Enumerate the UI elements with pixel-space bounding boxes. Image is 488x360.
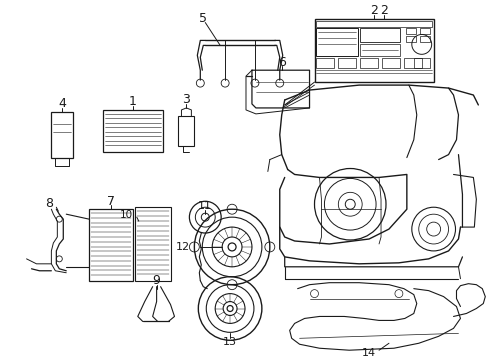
- Text: 8: 8: [45, 197, 53, 210]
- Text: 7: 7: [107, 195, 115, 208]
- Text: 13: 13: [223, 337, 237, 347]
- Bar: [89, 209, 133, 281]
- Bar: [413, 58, 429, 68]
- Text: 11: 11: [198, 201, 212, 211]
- Text: 12: 12: [175, 242, 189, 252]
- Text: 6: 6: [277, 56, 285, 69]
- Text: 2: 2: [369, 4, 377, 17]
- Bar: [316, 28, 357, 56]
- Bar: [360, 44, 399, 56]
- Bar: [419, 36, 429, 42]
- Bar: [405, 28, 415, 35]
- Bar: [338, 58, 355, 68]
- Bar: [419, 28, 429, 35]
- Text: 1: 1: [129, 95, 137, 108]
- Bar: [314, 19, 433, 82]
- Text: 14: 14: [361, 348, 375, 358]
- Bar: [360, 28, 399, 42]
- Text: 10: 10: [120, 210, 133, 220]
- Bar: [103, 110, 162, 152]
- Bar: [51, 112, 73, 158]
- Text: 4: 4: [58, 98, 66, 111]
- Bar: [405, 36, 415, 42]
- Text: 3: 3: [182, 94, 190, 107]
- Text: 5: 5: [199, 12, 207, 25]
- Bar: [403, 58, 421, 68]
- Bar: [135, 207, 170, 281]
- Text: 2: 2: [379, 4, 387, 17]
- Bar: [316, 21, 431, 27]
- Bar: [381, 58, 399, 68]
- Bar: [316, 58, 334, 68]
- Bar: [178, 116, 194, 146]
- Bar: [360, 58, 377, 68]
- Text: 9: 9: [152, 274, 160, 287]
